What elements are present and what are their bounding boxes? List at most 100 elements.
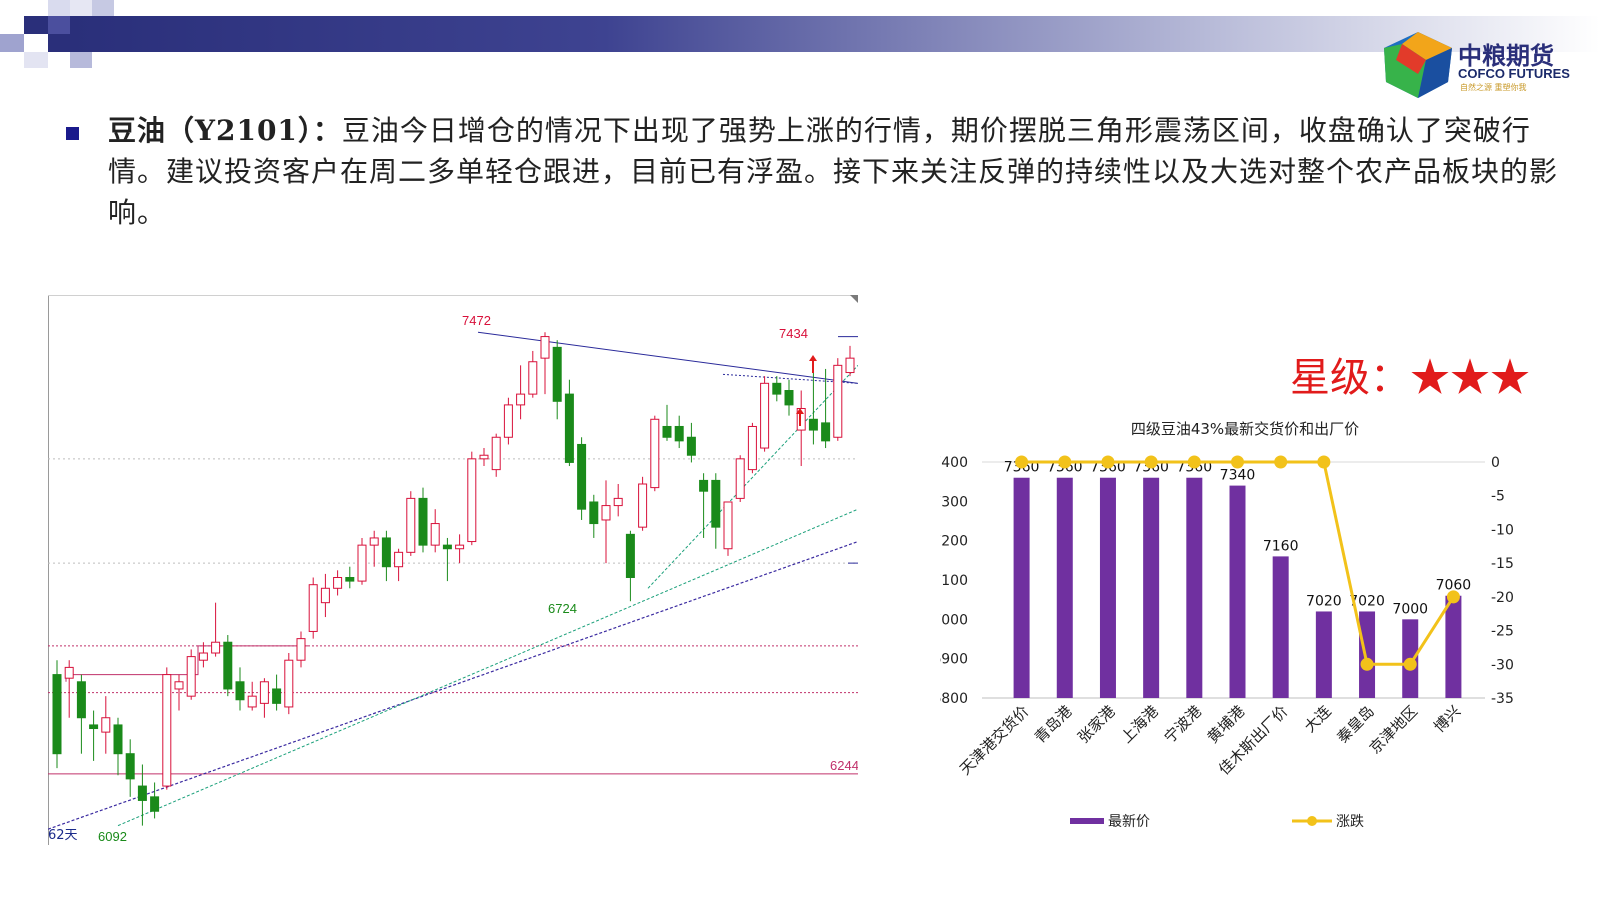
candle-body [516,393,526,406]
candle [308,577,318,639]
candle [747,422,757,474]
candle-body [406,497,416,553]
kline-label-period: 62天 [48,828,78,843]
category-label: 京津地区 [1366,702,1421,757]
y-left-tick-label: 7200 [940,534,968,550]
candle [516,365,526,420]
candle [320,573,330,618]
candle-body [223,641,233,690]
price-bar [1013,477,1030,698]
candle [552,340,562,420]
price-bar [1229,485,1246,698]
candle-body [272,688,282,704]
header-banner [0,0,1600,68]
candle-body [211,641,221,654]
price-bar [1445,595,1462,698]
change-point [1144,455,1158,469]
candle [76,674,86,754]
candle [381,530,391,582]
candle [442,537,452,582]
commentary-paragraph: 豆油（Y2101）：豆油今日增仓的情况下出现了强势上涨的行情，期价摆脱三角形震荡… [108,110,1568,233]
candle-body [357,544,367,582]
candle-body [76,681,86,719]
paragraph-title: 豆油（Y2101）： [108,114,342,147]
candle-body [491,436,501,471]
candle [638,476,648,531]
candle [52,660,62,769]
candle-body [284,659,294,708]
candle [211,602,221,657]
candle [186,649,196,700]
candle-body [784,390,794,406]
candle-body [686,436,696,456]
bar-chart-title: 四级豆油43%最新交货价和出厂价 [1131,420,1359,438]
candle-body [418,497,428,546]
logo-name-cn: 中粮期货 [1458,42,1554,70]
candle-body [589,501,599,525]
y-right-tick-label: -5 [1491,489,1505,505]
candle [613,484,623,517]
candle-body [528,361,538,395]
candle [845,345,855,377]
candle [735,455,745,502]
candle [589,494,599,538]
price-bar-chart: 四级豆油43%最新交货价和出厂价 6800 6900 7000 7100 7200 7300… [940,420,1514,830]
candle [235,667,245,711]
candle-body [52,674,62,755]
candle-body [747,425,757,471]
banner-gradient-band [70,16,1600,52]
candle-body [796,407,806,431]
candle [394,548,404,582]
candle-body [577,443,587,510]
candle-body [162,674,172,787]
candle [723,501,733,556]
candle-body [442,544,452,550]
y-right-tick-label: 0 [1491,455,1500,471]
kline-long-trendline [48,540,858,830]
candle [247,681,257,711]
candle [650,415,660,492]
candle-body [137,785,147,801]
bar-value-label: 7020 [1306,593,1342,609]
candle [467,451,477,546]
candle-body [259,681,269,704]
candle-body [601,505,611,521]
candle-body [662,425,672,438]
y-left-tick-label: 6900 [940,652,968,668]
price-bar [1359,611,1376,698]
candle [455,534,465,564]
kline-label-high: 7472 [462,313,491,328]
y-right-tick-label: -10 [1491,522,1514,538]
candle-body [198,652,208,661]
price-bar [1272,556,1289,698]
candle [686,422,696,463]
candle-body [113,724,123,755]
candle [564,379,574,467]
bullet-square [66,127,79,140]
candle [796,390,806,467]
candle [674,415,684,449]
price-bar [1099,477,1116,698]
candle-body [638,483,648,528]
candle-body [723,501,733,550]
candle [711,473,721,549]
price-bar [1315,611,1332,698]
legend-bar-swatch [1070,818,1104,824]
candle [223,635,233,697]
candle-body [381,537,391,568]
legend-line-marker [1307,816,1317,826]
bar-value-label: 7340 [1220,468,1256,484]
candle-body [296,638,306,661]
candle-body [247,695,257,708]
candle [601,480,611,564]
candlestick-chart: 7472 7434 6724 6092 6244 62天 [48,295,858,845]
candle-body [89,724,99,730]
candle-body [455,544,465,550]
candle [577,437,587,520]
candle [406,491,416,556]
y-right-tick-label: -35 [1491,691,1514,707]
candle-body [430,523,440,546]
change-point [1446,590,1460,604]
candle-body [308,584,318,632]
banner-checker-squares [0,0,114,68]
